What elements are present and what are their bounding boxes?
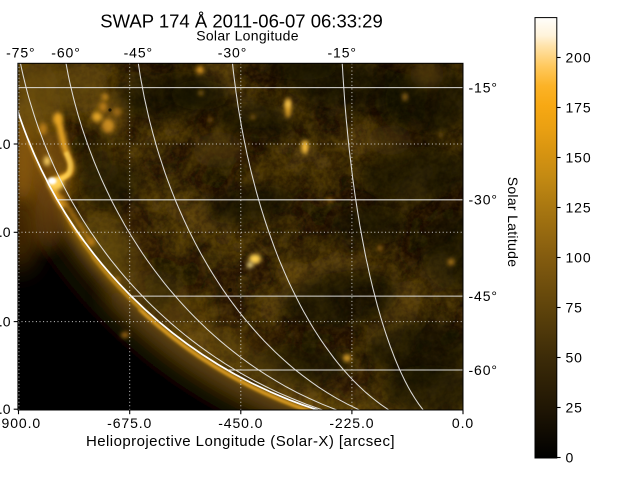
svg-text:-15°: -15°	[469, 79, 498, 95]
svg-text:175: 175	[566, 99, 592, 115]
svg-text:-45°: -45°	[469, 288, 498, 304]
svg-text:-200.0: -200.0	[0, 136, 11, 152]
svg-text:0: 0	[566, 449, 575, 465]
svg-text:-675.0: -675.0	[107, 415, 152, 431]
svg-text:-450.0: -450.0	[218, 415, 263, 431]
svg-text:-225.0: -225.0	[329, 415, 374, 431]
svg-text:-200.0: -200.0	[0, 313, 11, 329]
svg-text:100: 100	[566, 249, 592, 265]
svg-text:150: 150	[566, 149, 592, 165]
svg-text:Helioprojective Longitude (Sol: Helioprojective Longitude (Solar-X) [arc…	[86, 433, 395, 450]
svg-text:-200.0: -200.0	[0, 224, 11, 240]
svg-text:-200.0: -200.0	[0, 401, 11, 417]
svg-text:125: 125	[566, 199, 592, 215]
svg-text:-30°: -30°	[218, 45, 247, 61]
svg-text:-30°: -30°	[469, 192, 498, 208]
svg-text:-60°: -60°	[51, 45, 80, 61]
svg-text:-45°: -45°	[124, 45, 153, 61]
svg-text:-15°: -15°	[327, 45, 356, 61]
svg-text:0.0: 0.0	[452, 415, 474, 431]
svg-text:-75°: -75°	[6, 45, 35, 61]
svg-text:200: 200	[566, 49, 592, 65]
svg-text:25: 25	[566, 399, 583, 415]
svg-text:Solar Longitude: Solar Longitude	[196, 28, 299, 44]
svg-text:-60°: -60°	[469, 362, 498, 378]
svg-text:50: 50	[566, 349, 583, 365]
svg-text:Solar Latitude: Solar Latitude	[505, 177, 521, 268]
svg-text:SWAP 174 Å 2011-06-07 06:33:29: SWAP 174 Å 2011-06-07 06:33:29	[100, 11, 383, 32]
svg-text:-900.0: -900.0	[0, 415, 41, 431]
svg-text:75: 75	[566, 299, 583, 315]
